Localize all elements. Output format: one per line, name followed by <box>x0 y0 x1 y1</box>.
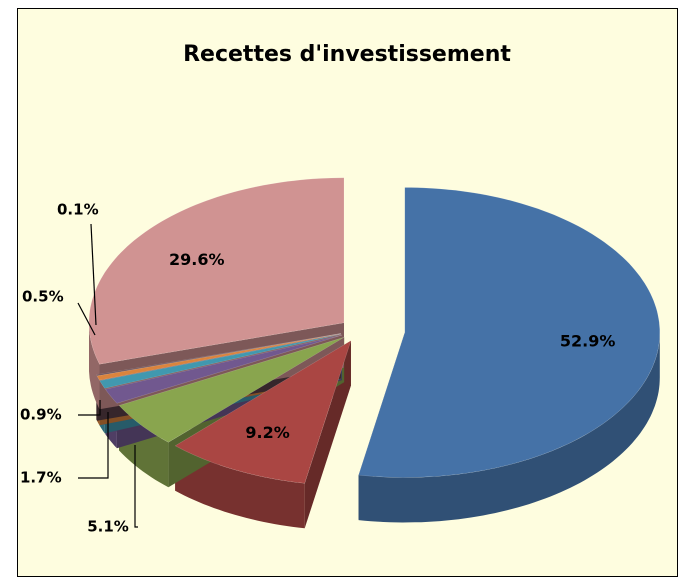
data-label: 9.2% <box>245 423 289 442</box>
leader-line <box>77 302 96 336</box>
data-label: 0.5% <box>22 288 64 306</box>
slice-wall <box>175 445 305 529</box>
slice <box>95 333 341 376</box>
leader-line <box>134 445 138 528</box>
chart-title: Recettes d'investissement <box>183 42 511 67</box>
slice <box>99 333 342 389</box>
leader-line <box>78 400 101 416</box>
data-label: 52.9% <box>560 331 616 350</box>
slice <box>104 334 342 404</box>
leader-line <box>78 412 109 479</box>
data-label: 0.1% <box>57 201 99 219</box>
slice <box>358 187 661 478</box>
slice <box>118 337 345 443</box>
data-label: 29.6% <box>169 250 225 269</box>
data-label: 1.7% <box>20 469 62 487</box>
data-label: 0.9% <box>20 406 62 424</box>
slice-wall <box>89 322 100 410</box>
slice-wall <box>358 332 660 523</box>
slice <box>88 177 345 365</box>
data-label: 5.1% <box>87 518 129 536</box>
slice <box>174 340 352 484</box>
slice <box>96 333 342 381</box>
leader-line <box>90 223 97 326</box>
